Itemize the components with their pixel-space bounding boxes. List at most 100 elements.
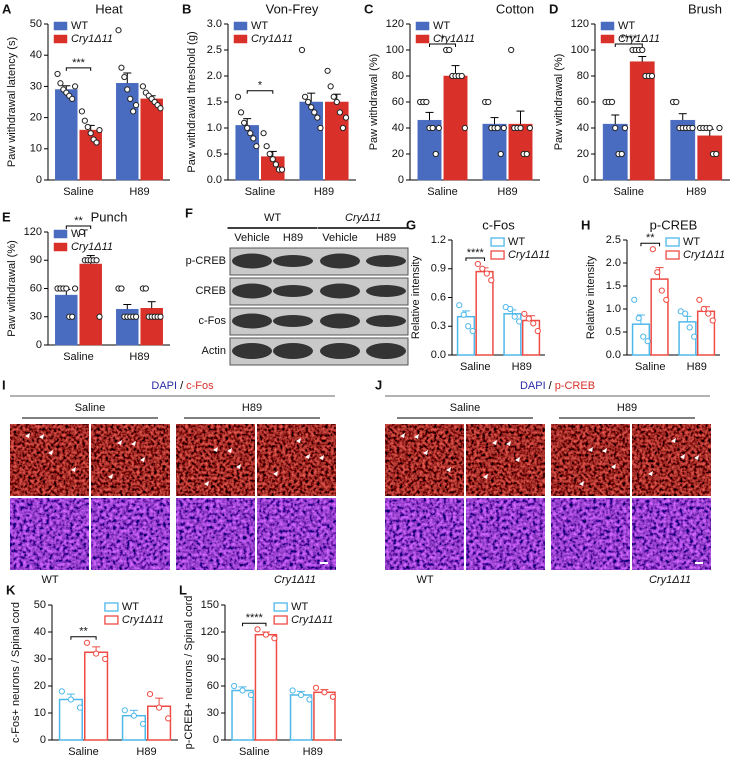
genotype-label: Cry1Δ11: [274, 574, 316, 586]
y-tick-label: 0: [398, 174, 404, 186]
x-tick-label: Saline: [635, 361, 666, 373]
panel-letter: B: [182, 1, 191, 16]
micrograph-merge: [632, 498, 711, 570]
data-point: [260, 130, 267, 137]
data-point: [118, 285, 125, 292]
legend-label: Cry1Δ11: [291, 614, 333, 626]
genotype-label: Cry1Δ11: [649, 574, 691, 586]
panel-letter: J: [375, 377, 382, 392]
data-point: [71, 83, 79, 90]
data-point: [479, 265, 486, 272]
significance-bracket: [70, 636, 97, 640]
y-tick-label: 120: [201, 626, 219, 638]
chart-title: Heat: [95, 1, 123, 16]
micrograph-merge: [91, 498, 170, 570]
data-point: [446, 46, 453, 54]
arrowhead: [588, 447, 593, 452]
data-point: [262, 631, 270, 638]
data-point: [139, 83, 147, 90]
y-tick-label: 60: [392, 96, 404, 108]
significance-label: ***: [72, 57, 86, 69]
chart-title: c-Fos: [482, 217, 515, 232]
significance-label: *: [258, 80, 263, 92]
y-tick-label: 30: [34, 653, 46, 665]
blot-group: WT: [264, 212, 281, 224]
significance-label: **: [79, 626, 88, 638]
legend-swatch: [53, 242, 68, 252]
legend-swatch: [104, 602, 119, 612]
data-point: [494, 124, 501, 132]
arrowhead: [423, 450, 428, 455]
blot-band: [273, 343, 313, 359]
data-point: [691, 333, 698, 340]
y-tick-label: 120: [24, 226, 42, 238]
blot-condition: Vehicle: [322, 232, 357, 244]
data-point: [87, 130, 94, 137]
blot-band: [366, 255, 406, 267]
chart-title: Cotton: [496, 1, 534, 16]
arrowhead: [39, 434, 44, 439]
x-tick-label: Saline: [68, 746, 99, 758]
stain-title: DAPI / c-Fos: [151, 380, 214, 392]
data-point: [81, 117, 88, 124]
arrowhead: [71, 467, 76, 472]
data-point: [713, 150, 720, 158]
arrowhead: [602, 448, 607, 453]
data-point: [639, 46, 646, 54]
legend-label: Cry1Δ11: [251, 33, 293, 45]
blot-band: [366, 285, 406, 297]
y-tick-label: 90: [30, 254, 42, 266]
data-point: [96, 126, 103, 134]
y-tick-label: 100: [571, 44, 589, 56]
significance-label: ****: [620, 33, 638, 45]
arrowhead: [515, 457, 520, 462]
y-tick-label: 1.0: [207, 122, 222, 134]
x-tick-label: Saline: [427, 186, 458, 198]
x-tick-label: H89: [136, 746, 156, 758]
data-point: [142, 285, 149, 292]
blot-band: [366, 315, 406, 327]
legend-label: Cry1Δ11: [71, 241, 113, 253]
significance-label: **: [646, 232, 655, 244]
panel-letter: G: [406, 217, 416, 232]
legend-label: Cry1Δ11: [122, 614, 164, 626]
data-point: [250, 135, 257, 142]
data-point: [297, 691, 305, 699]
data-point: [507, 305, 514, 313]
bar: [79, 263, 102, 346]
arrowhead: [117, 440, 122, 445]
legend-label: WT: [508, 236, 525, 248]
data-point: [497, 150, 504, 158]
bar: [456, 315, 476, 356]
bar: [116, 83, 139, 181]
data-point: [266, 150, 273, 158]
panel-letter: F: [185, 205, 193, 220]
bar: [629, 61, 655, 181]
data-point: [146, 691, 154, 698]
legend-label: Cry1Δ11: [683, 249, 725, 261]
arrowhead: [131, 441, 136, 446]
blot-band: [320, 313, 360, 329]
error-bar: [123, 72, 132, 84]
data-point: [511, 313, 518, 320]
bar: [55, 89, 78, 181]
stain-title: DAPI / p-CREB: [520, 380, 595, 392]
data-point: [329, 693, 336, 700]
data-point: [157, 105, 164, 112]
data-point: [709, 317, 716, 324]
data-point: [156, 704, 163, 711]
arrowhead: [414, 434, 419, 439]
error-bar: [678, 113, 687, 121]
significance-bracket: [640, 242, 661, 247]
y-tick-label: 0.5: [606, 326, 621, 338]
data-point: [333, 98, 340, 106]
y-tick-label: 30: [30, 80, 42, 92]
x-tick-label: H89: [129, 351, 149, 363]
panel-letter: K: [6, 582, 16, 597]
data-point: [301, 93, 309, 100]
arrowhead: [579, 481, 584, 486]
blot-band: [273, 255, 313, 267]
data-point: [435, 124, 442, 132]
y-tick-label: 60: [207, 680, 219, 692]
legend-label: Cry1Δ11: [618, 33, 660, 45]
